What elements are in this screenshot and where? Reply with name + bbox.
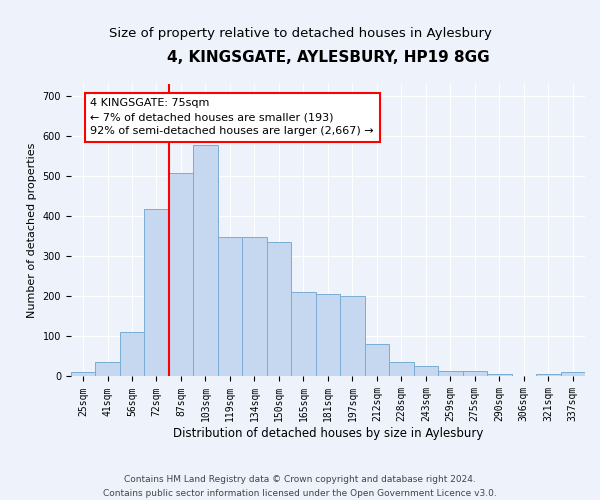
- Bar: [291, 292, 316, 376]
- Bar: [71, 372, 95, 376]
- Bar: [389, 362, 413, 376]
- Bar: [365, 344, 389, 376]
- Bar: [95, 362, 120, 376]
- Text: Contains HM Land Registry data © Crown copyright and database right 2024.
Contai: Contains HM Land Registry data © Crown c…: [103, 476, 497, 498]
- Bar: [266, 242, 291, 376]
- X-axis label: Distribution of detached houses by size in Aylesbury: Distribution of detached houses by size …: [173, 427, 483, 440]
- Title: 4, KINGSGATE, AYLESBURY, HP19 8GG: 4, KINGSGATE, AYLESBURY, HP19 8GG: [167, 50, 489, 65]
- Bar: [413, 366, 438, 376]
- Bar: [120, 332, 144, 376]
- Bar: [487, 374, 512, 376]
- Bar: [144, 209, 169, 376]
- Bar: [560, 372, 585, 376]
- Bar: [193, 145, 218, 376]
- Bar: [218, 237, 242, 376]
- Bar: [438, 372, 463, 376]
- Y-axis label: Number of detached properties: Number of detached properties: [27, 142, 37, 318]
- Bar: [316, 294, 340, 376]
- Bar: [463, 372, 487, 376]
- Bar: [536, 374, 560, 376]
- Bar: [340, 296, 365, 376]
- Bar: [242, 237, 266, 376]
- Bar: [169, 174, 193, 376]
- Text: 4 KINGSGATE: 75sqm
← 7% of detached houses are smaller (193)
92% of semi-detache: 4 KINGSGATE: 75sqm ← 7% of detached hous…: [91, 98, 374, 136]
- Text: Size of property relative to detached houses in Aylesbury: Size of property relative to detached ho…: [109, 28, 491, 40]
